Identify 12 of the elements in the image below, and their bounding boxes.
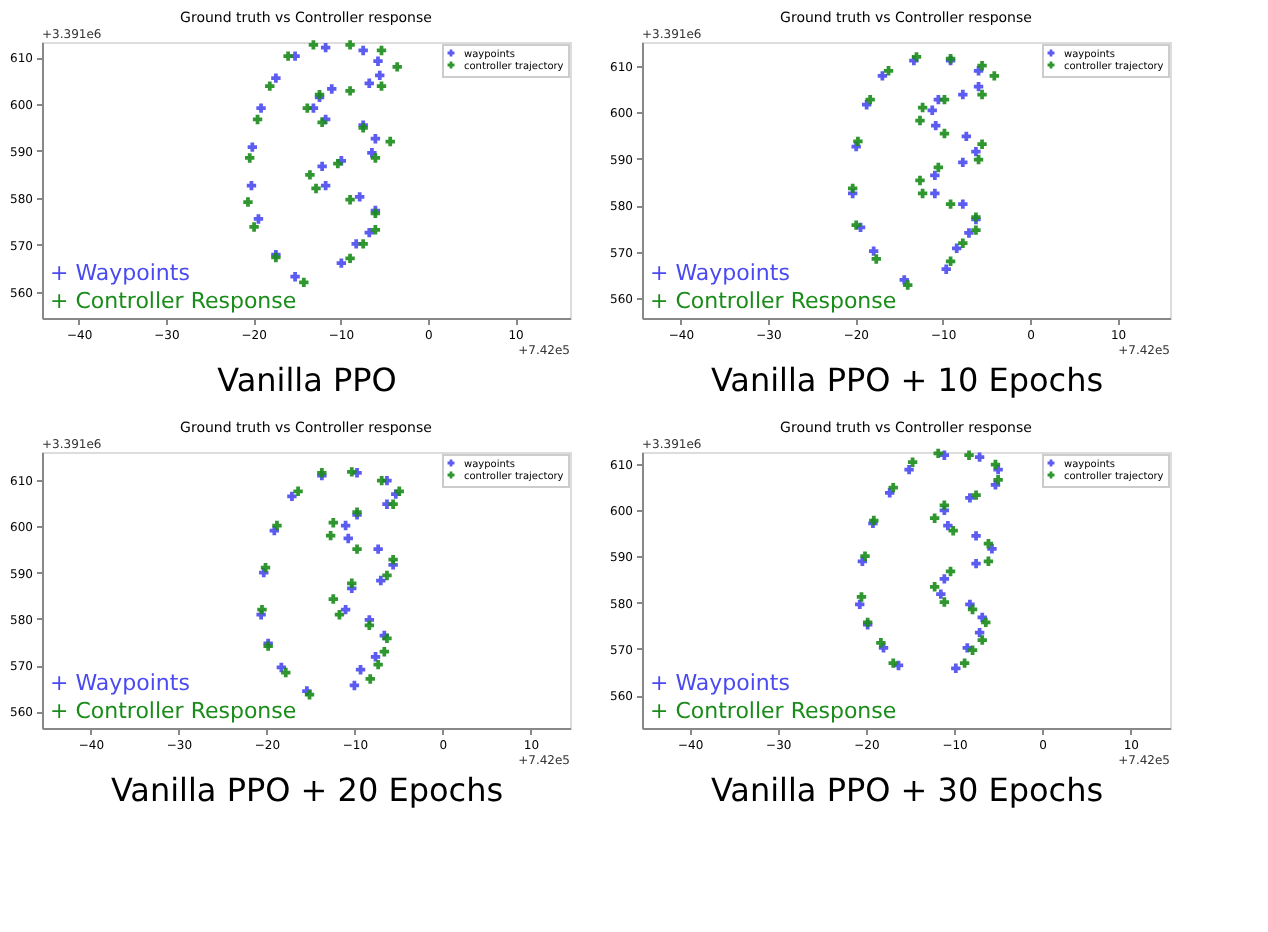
- annotation: + Waypoints: [50, 670, 191, 696]
- annotation: + Controller Response: [50, 288, 297, 314]
- x-axis-title: Vanilla PPO: [217, 361, 397, 399]
- annotation: + Controller Response: [50, 698, 297, 724]
- annotation: + Waypoints: [650, 670, 791, 696]
- x-axis-title: Vanilla PPO + 10 Epochs: [710, 361, 1104, 399]
- annotation: + Controller Response: [650, 288, 897, 314]
- annotation: + Waypoints: [50, 260, 191, 286]
- x-axis-title: Vanilla PPO + 20 Epochs: [110, 771, 504, 809]
- annotation: + Controller Response: [650, 698, 897, 724]
- x-axis-title: Vanilla PPO + 30 Epochs: [710, 771, 1104, 809]
- annotation: + Waypoints: [650, 260, 791, 286]
